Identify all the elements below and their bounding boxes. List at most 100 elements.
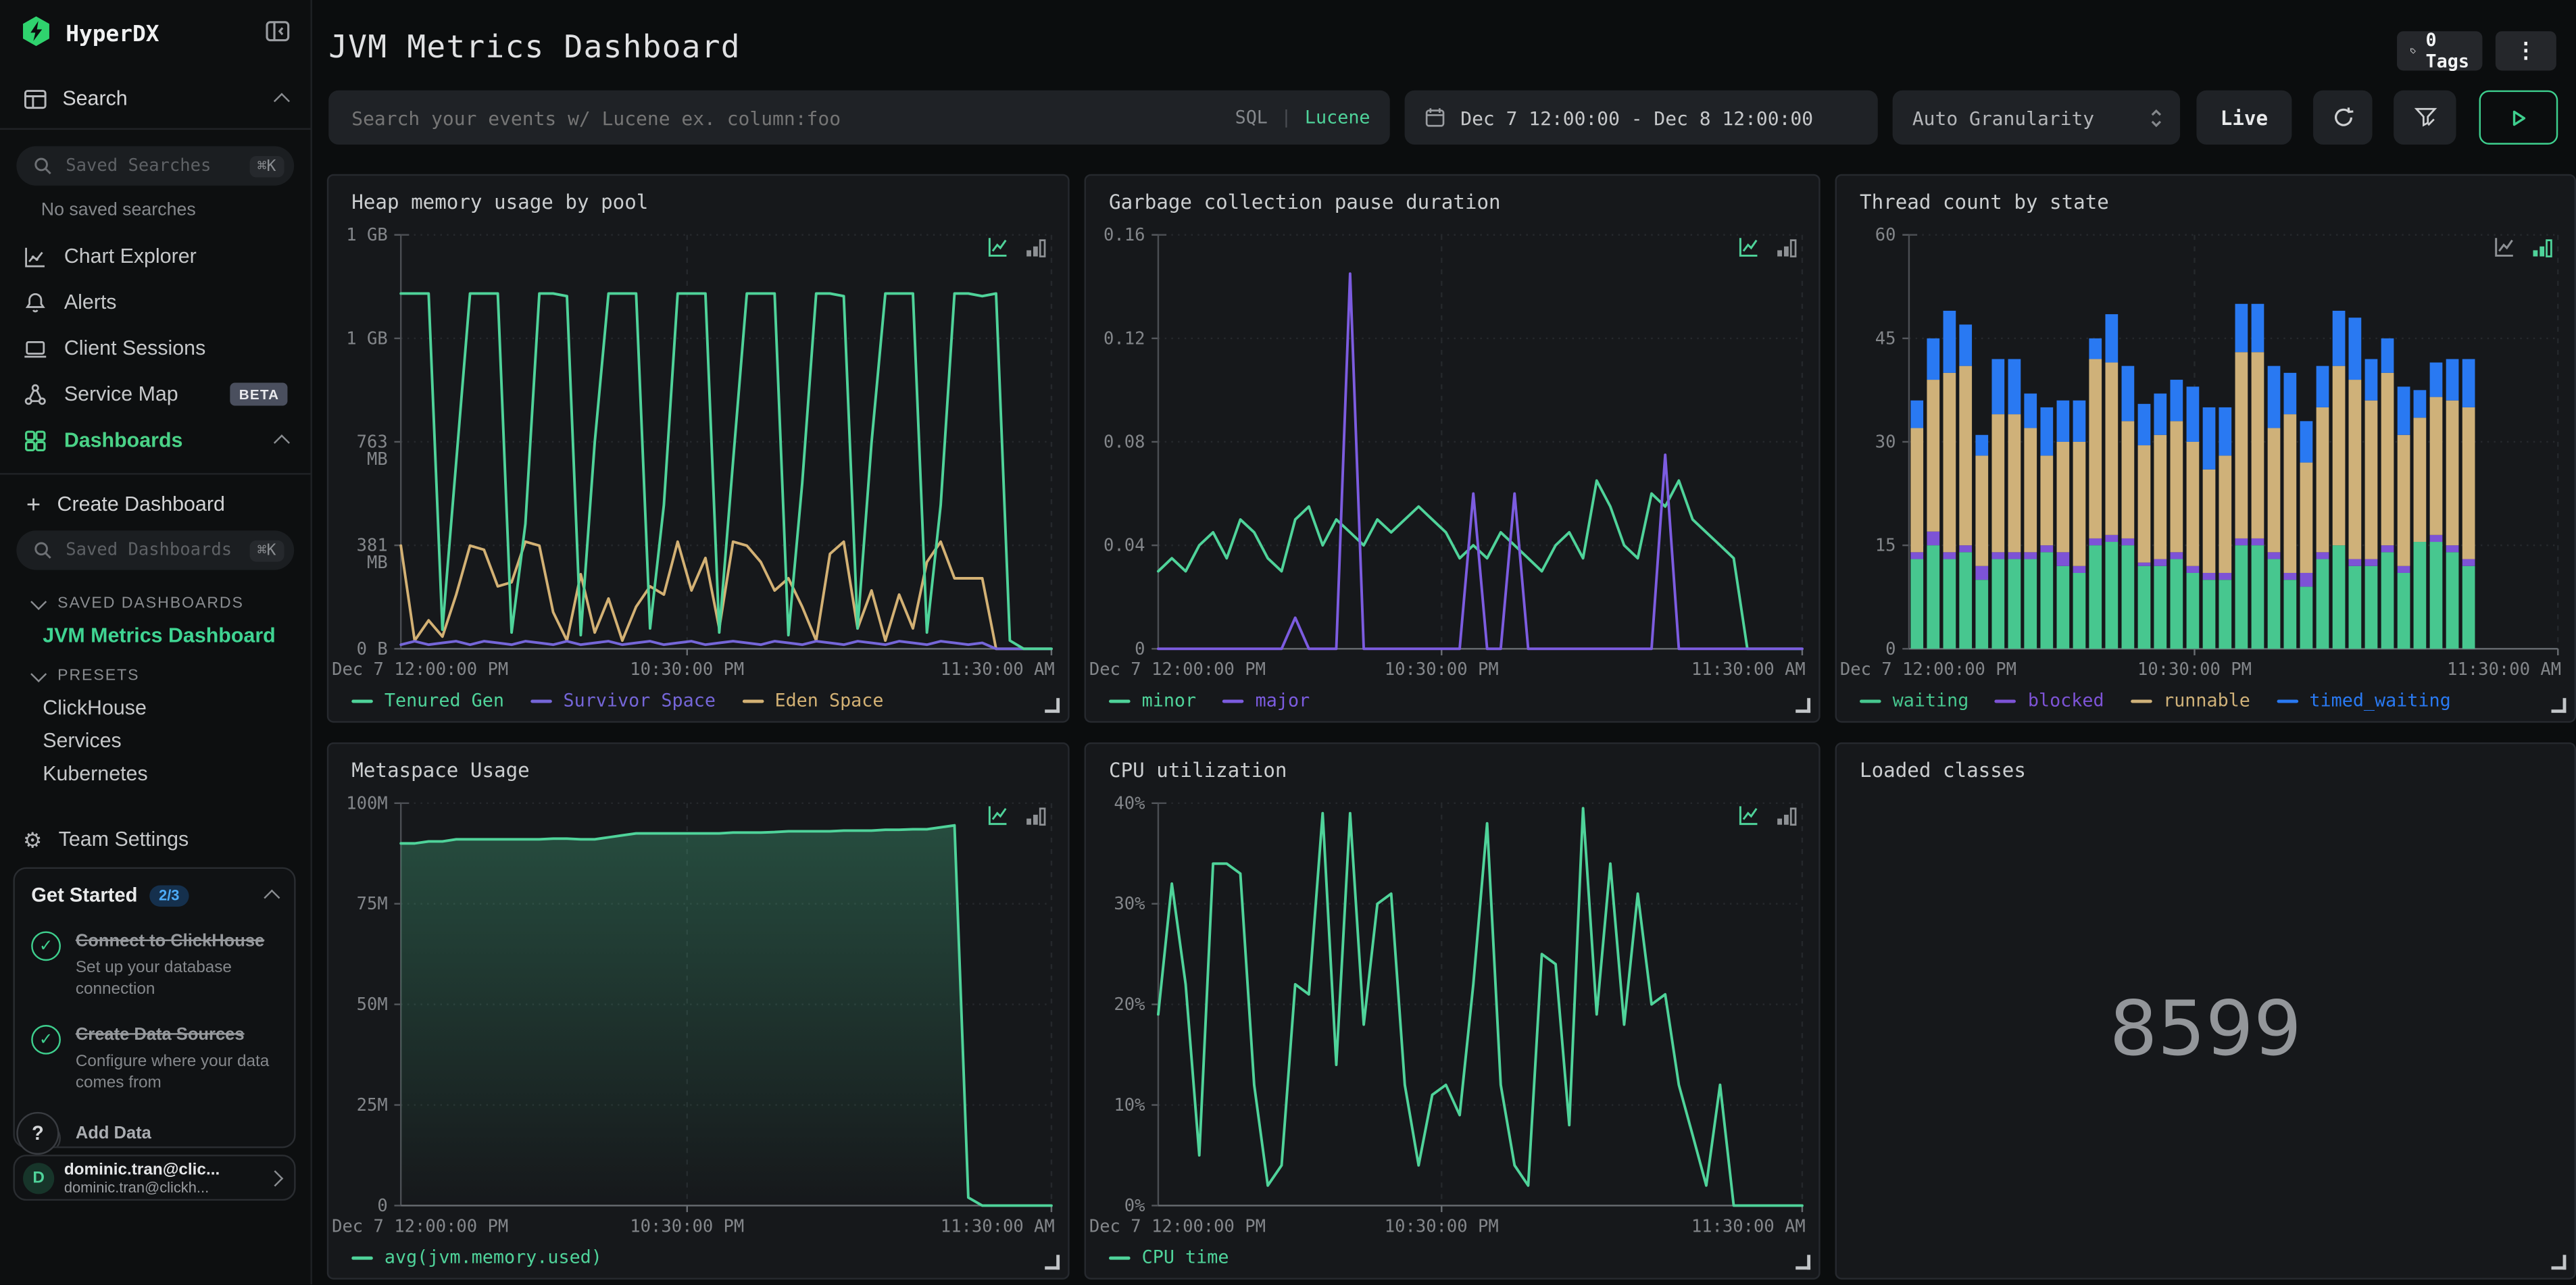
svg-text:0: 0 xyxy=(1885,639,1896,659)
help-button[interactable]: ? xyxy=(16,1111,59,1155)
svg-text:15: 15 xyxy=(1875,536,1896,556)
page-title: JVM Metrics Dashboard xyxy=(328,29,741,66)
svg-text:75M: 75M xyxy=(357,894,388,914)
sidebar-item-client-sessions[interactable]: Client Sessions xyxy=(0,325,310,371)
create-dashboard-label: Create Dashboard xyxy=(57,493,225,516)
date-range-value: Dec 7 12:00:00 - Dec 8 12:00:00 xyxy=(1460,105,1814,129)
chart-type-toggle[interactable] xyxy=(986,235,1048,259)
run-query-button[interactable] xyxy=(2479,90,2558,145)
section-presets[interactable]: PRESETS xyxy=(30,662,311,688)
chevron-up-icon[interactable] xyxy=(264,889,280,906)
lucene-mode-toggle[interactable]: Lucene xyxy=(1304,107,1370,128)
calendar-icon xyxy=(1425,108,1445,127)
saved-dashboards-input[interactable] xyxy=(62,538,239,562)
resize-handle[interactable] xyxy=(1795,1255,1811,1270)
create-dashboard-button[interactable]: + Create Dashboard xyxy=(0,481,310,527)
legend-swatch xyxy=(1860,699,1881,703)
legend-item[interactable]: minor xyxy=(1109,690,1196,711)
svg-text:60: 60 xyxy=(1875,225,1896,245)
line-chart-icon[interactable] xyxy=(986,803,1010,828)
line-chart-icon[interactable] xyxy=(986,235,1010,259)
get-started-step-sources[interactable]: ✓ Create Data Sources Configure where yo… xyxy=(31,1018,278,1094)
refresh-button[interactable] xyxy=(2313,90,2373,145)
filter-button[interactable] xyxy=(2394,90,2456,145)
svg-text:40%: 40% xyxy=(1114,793,1145,813)
tags-button[interactable]: 0 Tags xyxy=(2397,29,2483,72)
legend-item[interactable]: avg(jvm.memory.used) xyxy=(351,1246,602,1268)
legend-item[interactable]: CPU time xyxy=(1109,1246,1229,1268)
resize-handle[interactable] xyxy=(1795,698,1811,713)
sidebar-item-jvm-metrics-dashboard[interactable]: JVM Metrics Dashboard xyxy=(43,624,276,647)
chart-panel: CPU utilization 40% 30% 20% 10% 0% Dec 7 12:0… xyxy=(1084,742,1820,1280)
legend-item[interactable]: timed_waiting xyxy=(2276,690,2451,711)
resize-handle[interactable] xyxy=(1045,698,1060,713)
chart-type-toggle[interactable] xyxy=(2492,235,2554,259)
line-chart-icon[interactable] xyxy=(2492,235,2517,259)
preset-kubernetes[interactable]: Kubernetes xyxy=(43,762,148,786)
tag-icon xyxy=(2410,48,2416,54)
legend-item[interactable]: Eden Space xyxy=(741,690,884,711)
svg-text:11:30:00 AM: 11:30:00 AM xyxy=(1691,1216,1806,1236)
legend-label: Eden Space xyxy=(774,690,884,711)
bar-chart-icon[interactable] xyxy=(2530,235,2554,259)
sidebar-item-team-settings[interactable]: ⚙ Team Settings xyxy=(0,816,310,862)
legend-item[interactable]: waiting xyxy=(1860,690,1968,711)
svg-text:10:30:00 PM: 10:30:00 PM xyxy=(630,1216,744,1236)
svg-text:10:30:00 PM: 10:30:00 PM xyxy=(1385,1216,1499,1236)
date-range-picker[interactable]: Dec 7 12:00:00 - Dec 8 12:00:00 xyxy=(1404,90,1878,145)
get-started-step-connect[interactable]: ✓ Connect to ClickHouse Set up your data… xyxy=(31,925,278,1001)
resize-handle[interactable] xyxy=(1045,1255,1060,1270)
line-chart-icon[interactable] xyxy=(1737,803,1761,828)
sidebar: HyperDX Search ⌘K No saved searches Char… xyxy=(0,0,312,1285)
section-saved-dashboards[interactable]: SAVED DASHBOARDS xyxy=(30,590,311,616)
tags-label: 0 Tags xyxy=(2425,29,2469,72)
svg-text:0.08: 0.08 xyxy=(1104,432,1145,452)
legend-item[interactable]: Tenured Gen xyxy=(351,690,504,711)
saved-dashboards-box[interactable]: ⌘K xyxy=(16,530,295,570)
sidebar-item-alerts[interactable]: Alerts xyxy=(0,279,310,325)
chart-type-toggle[interactable] xyxy=(1737,235,1799,259)
step-desc: Set up your database connection xyxy=(75,959,232,999)
get-started-step-add-data[interactable]: Add Data Start sending logs, metrics, or… xyxy=(31,1117,278,1147)
user-account-button[interactable]: D dominic.tran@clic... dominic.tran@clic… xyxy=(13,1155,296,1201)
bar-chart-icon[interactable] xyxy=(1775,235,1799,259)
svg-text:0.12: 0.12 xyxy=(1104,328,1145,349)
svg-text:20%: 20% xyxy=(1114,994,1145,1015)
legend-item[interactable]: blocked xyxy=(1995,690,2104,711)
chart-type-toggle[interactable] xyxy=(1737,803,1799,828)
event-search-input[interactable] xyxy=(348,104,1222,131)
bar-chart-icon[interactable] xyxy=(1024,803,1048,828)
chart-type-toggle[interactable] xyxy=(986,803,1048,828)
sidebar-item-label: Alerts xyxy=(64,291,117,314)
service-map-icon xyxy=(24,383,46,405)
bar-chart-icon[interactable] xyxy=(1024,235,1048,259)
live-button[interactable]: Live xyxy=(2196,90,2292,145)
preset-services[interactable]: Services xyxy=(43,729,122,753)
preset-clickhouse[interactable]: ClickHouse xyxy=(43,696,147,720)
granularity-select[interactable]: Auto Granularity xyxy=(1892,90,2181,145)
saved-searches-input[interactable] xyxy=(62,154,239,178)
sidebar-item-chart-explorer[interactable]: Chart Explorer xyxy=(0,233,310,279)
resize-handle[interactable] xyxy=(2551,698,2567,713)
progress-badge: 2/3 xyxy=(149,884,190,906)
legend-swatch xyxy=(1222,699,1244,703)
event-search-box[interactable]: SQL | Lucene xyxy=(328,90,1390,145)
sidebar-item-search[interactable]: Search xyxy=(0,69,311,130)
chart-legend: avg(jvm.memory.used) xyxy=(351,1246,602,1268)
sidebar-collapse-button[interactable] xyxy=(264,18,291,52)
legend-item[interactable]: major xyxy=(1222,690,1310,711)
resize-handle[interactable] xyxy=(2551,1255,2567,1270)
sidebar-item-service-map[interactable]: Service Map BETA xyxy=(0,371,310,417)
bar-chart-icon[interactable] xyxy=(1775,803,1799,828)
saved-searches-box[interactable]: ⌘K xyxy=(16,146,295,186)
shortcut-badge: ⌘K xyxy=(249,539,284,561)
line-chart-icon[interactable] xyxy=(1737,235,1761,259)
chart-legend: waiting blocked runnable timed_waiting xyxy=(1860,690,2451,711)
sidebar-item-dashboards[interactable]: Dashboards xyxy=(0,418,310,463)
legend-item[interactable]: runnable xyxy=(2130,690,2250,711)
kebab-menu-button[interactable]: ⋮ xyxy=(2495,31,2556,71)
legend-item[interactable]: Survivor Space xyxy=(530,690,716,711)
sql-mode-toggle[interactable]: SQL xyxy=(1235,107,1268,128)
